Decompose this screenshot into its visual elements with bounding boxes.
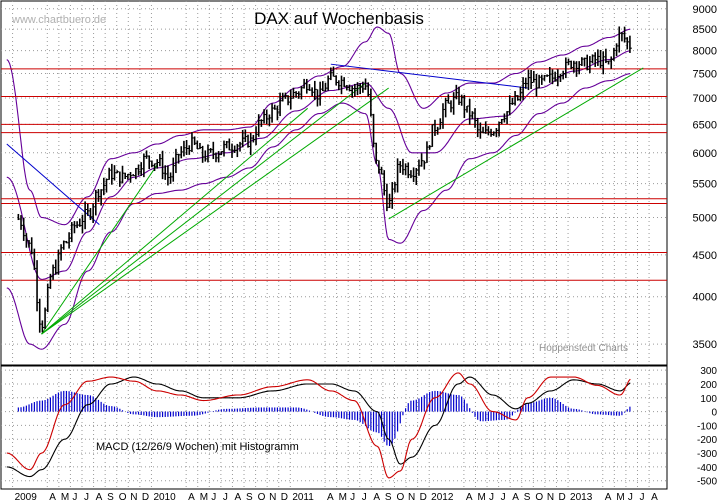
green-trendline [41, 164, 158, 335]
y-tick-label: 6500 [693, 119, 717, 131]
green-trendline [388, 67, 644, 220]
blue-trendline [6, 143, 100, 226]
x-tick-label: M [477, 492, 485, 503]
x-tick-label: A [605, 492, 612, 503]
y-tick-label: 3500 [693, 339, 717, 351]
x-tick-label: J [211, 492, 216, 503]
x-tick-label: D [558, 492, 565, 503]
green-trendline [41, 87, 389, 335]
macd-tick-label: -200 [697, 435, 717, 446]
x-tick-label: O [396, 492, 404, 503]
chart-title: DAX auf Wochenbasis [254, 9, 424, 28]
x-tick-label: O [119, 492, 127, 503]
horizontal-resistance-lines [1, 68, 667, 281]
x-tick-label: O [258, 492, 266, 503]
macd-histogram [17, 390, 631, 446]
x-tick-label: M [339, 492, 347, 503]
y-axis-ticks: 3500 4000 4500 5000 5500 6000 6500 7000 7500 8000… [693, 4, 717, 351]
x-tick-label: J [501, 492, 506, 503]
blue-trendline [330, 63, 528, 89]
x-tick-label: S [107, 492, 114, 503]
macd-panel-frame [0, 365, 668, 490]
macd-tick-label: -100 [697, 421, 717, 432]
x-tick-label: J [72, 492, 77, 503]
y-tick-label: 6000 [693, 148, 717, 160]
x-tick-label: 2013 [570, 492, 593, 503]
x-tick-label: N [547, 492, 554, 503]
green-trendline [41, 107, 308, 335]
x-tick-label: 2010 [153, 492, 176, 503]
watermark: www.chartbuero.de [11, 14, 106, 26]
x-tick-label: D [142, 492, 149, 503]
x-tick-label: M [616, 492, 624, 503]
x-tick-label: S [246, 492, 253, 503]
y-tick-label: 4000 [693, 292, 717, 304]
x-tick-label: O [535, 492, 543, 503]
y-tick-label: 8000 [693, 46, 717, 58]
macd-tick-label: 300 [700, 366, 717, 377]
x-tick-label: A [512, 492, 519, 503]
x-tick-label: A [96, 492, 103, 503]
x-tick-label: 2012 [431, 492, 454, 503]
x-tick-label: M [200, 492, 208, 503]
macd-line [6, 376, 631, 478]
trendlines [6, 63, 644, 335]
macd-tick-label: 100 [700, 394, 717, 405]
x-tick-label: M [61, 492, 69, 503]
y-tick-label: 5000 [693, 212, 717, 224]
x-tick-label: 2011 [292, 492, 314, 503]
x-tick-label: A [188, 492, 195, 503]
x-tick-label: A [327, 492, 334, 503]
y-tick-label: 7000 [693, 93, 717, 105]
x-tick-label: A [373, 492, 380, 503]
price-series [17, 26, 632, 333]
data-credit: Hoppenstedt Charts [539, 343, 628, 354]
x-axis-ticks: 2009 A M J J A S O N D 2010 A M J J A S O N D 2011 A M J J A S O N D 2… [15, 492, 658, 503]
x-tick-label: A [49, 492, 56, 503]
macd-label: MACD (12/26/9 Wochen) mit Histogramm [96, 441, 299, 453]
y-tick-label: 7500 [693, 69, 717, 81]
macd-tick-label: 0 [711, 408, 717, 419]
x-tick-label: N [269, 492, 276, 503]
macd-tick-label: 200 [700, 380, 717, 391]
x-tick-label: J [639, 492, 644, 503]
y-tick-label: 8500 [693, 24, 717, 36]
x-tick-label: S [385, 492, 392, 503]
macd-tick-label: -300 [697, 449, 717, 460]
macd-lines [6, 372, 631, 479]
x-tick-label: S [524, 492, 531, 503]
price-panel-frame [0, 0, 668, 366]
x-tick-label: A [234, 492, 241, 503]
macd-tick-label: -500 [697, 477, 717, 488]
macd-axis-ticks: 300 200 100 0 -100 -200 -300 -400 -500 [697, 366, 717, 488]
y-tick-label: 5500 [693, 179, 717, 191]
x-tick-label: J [489, 492, 494, 503]
x-tick-label: J [628, 492, 633, 503]
x-tick-label: D [281, 492, 288, 503]
green-trendline [41, 82, 366, 335]
x-tick-label: A [651, 492, 658, 503]
x-tick-label: A [466, 492, 473, 503]
y-tick-label: 9000 [693, 4, 717, 16]
macd-signal-line [6, 372, 631, 479]
x-tick-label: N [408, 492, 415, 503]
x-tick-label: J [84, 492, 89, 503]
x-tick-label: D [420, 492, 427, 503]
x-tick-label: N [130, 492, 137, 503]
x-tick-label: 2009 [15, 492, 38, 503]
macd-tick-label: -400 [697, 463, 717, 474]
x-tick-label: J [223, 492, 228, 503]
y-tick-label: 4500 [693, 250, 717, 262]
x-tick-label: J [362, 492, 367, 503]
x-tick-label: J [350, 492, 355, 503]
